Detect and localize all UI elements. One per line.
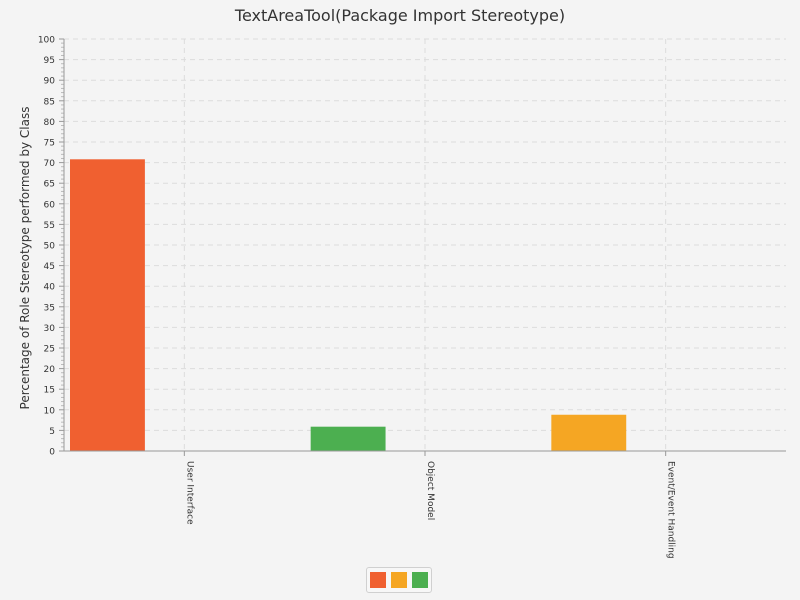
legend xyxy=(366,567,432,593)
y-tick-label: 55 xyxy=(44,221,55,231)
y-tick-label: 20 xyxy=(44,365,56,375)
y-tick-label: 75 xyxy=(44,139,55,149)
y-axis-label: Percentage of Role Stereotype performed … xyxy=(18,107,32,410)
y-tick-label: 65 xyxy=(44,180,55,190)
y-tick-label: 10 xyxy=(44,406,56,416)
legend-swatch xyxy=(391,572,407,588)
y-tick-label: 35 xyxy=(44,303,55,313)
bar-object-model xyxy=(310,426,386,451)
chart-title: TextAreaTool(Package Import Stereotype) xyxy=(234,6,566,25)
bar-user-interface xyxy=(70,159,145,451)
bar-event-event-handling xyxy=(551,414,627,451)
y-tick-label: 90 xyxy=(44,77,56,87)
y-tick-label: 15 xyxy=(44,386,55,396)
y-tick-label: 40 xyxy=(44,283,56,293)
y-tick-label: 45 xyxy=(44,262,55,272)
y-tick-label: 0 xyxy=(49,448,55,458)
x-tick-label: Object Model xyxy=(425,461,435,520)
legend-swatch xyxy=(412,572,428,588)
y-tick-label: 60 xyxy=(44,200,56,210)
y-tick-label: 80 xyxy=(44,118,56,128)
y-tick-label: 85 xyxy=(44,97,55,107)
y-tick-label: 100 xyxy=(38,36,55,46)
legend-swatch xyxy=(370,572,386,588)
y-tick-label: 25 xyxy=(44,345,55,355)
y-tick-label: 70 xyxy=(44,159,56,169)
y-tick-label: 95 xyxy=(44,56,55,66)
y-tick-label: 5 xyxy=(49,427,55,437)
x-tick-label: Event/Event Handling xyxy=(666,461,676,559)
y-tick-label: 30 xyxy=(44,324,56,334)
y-tick-label: 50 xyxy=(44,242,56,252)
x-tick-label: User Interface xyxy=(184,461,194,525)
